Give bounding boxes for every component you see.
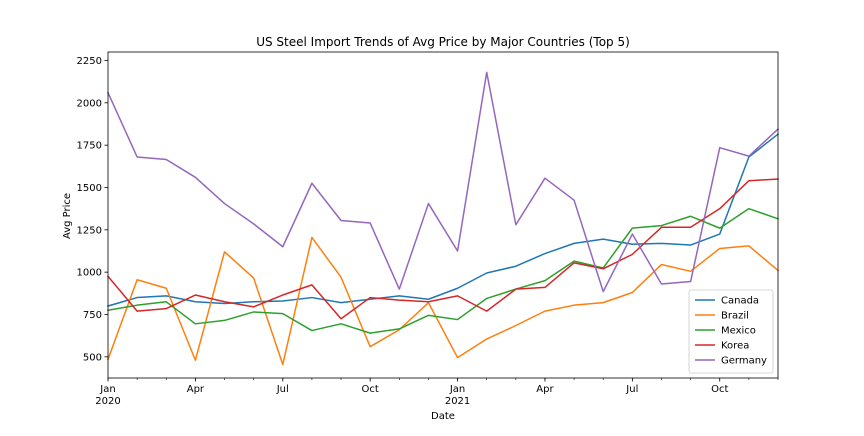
series-layer: [106, 71, 780, 366]
y-tick-label: 1750: [77, 141, 102, 152]
x-tick-year-label: 2021: [445, 396, 470, 407]
y-tick-label: 1000: [77, 268, 102, 279]
series-line-germany: [107, 71, 780, 293]
x-tick-label: Jan: [99, 384, 115, 395]
y-tick-label: 1250: [77, 225, 102, 236]
x-tick-label: Apr: [536, 384, 554, 395]
legend-label-mexico: Mexico: [721, 326, 756, 337]
legend-label-korea: Korea: [721, 341, 749, 352]
axes-layer: 500750100012501500175020002250Jan2020Apr…: [77, 51, 779, 407]
legend: Canada Brazil Mexico Korea Germany: [688, 289, 774, 374]
series-line-canada: [107, 133, 780, 307]
y-tick-label: 750: [83, 310, 102, 321]
legend-label-germany: Germany: [721, 356, 767, 367]
x-tick-label: Jul: [625, 384, 638, 395]
x-tick-label: Jan: [449, 384, 465, 395]
x-axis-label: Date: [431, 411, 455, 422]
y-tick-label: 2000: [77, 98, 102, 109]
x-tick-year-label: 2020: [95, 396, 120, 407]
series-line-korea: [106, 178, 779, 320]
x-tick-label: Apr: [187, 384, 205, 395]
chart-title: US Steel Import Trends of Avg Price by M…: [256, 35, 630, 49]
y-tick-label: 2250: [77, 56, 102, 67]
y-tick-label: 500: [83, 352, 102, 363]
x-tick-label: Oct: [711, 384, 728, 395]
x-tick-label: Oct: [362, 384, 379, 395]
legend-label-brazil: Brazil: [721, 311, 749, 322]
legend-label-canada: Canada: [721, 296, 759, 307]
series-line-mexico: [107, 207, 779, 334]
legend-box: [688, 289, 774, 374]
y-axis-label: Avg Price: [62, 193, 73, 239]
series-line-brazil: [107, 236, 780, 366]
y-tick-label: 1500: [77, 183, 102, 194]
plot-frame: [107, 51, 779, 379]
x-tick-label: Jul: [276, 384, 289, 395]
